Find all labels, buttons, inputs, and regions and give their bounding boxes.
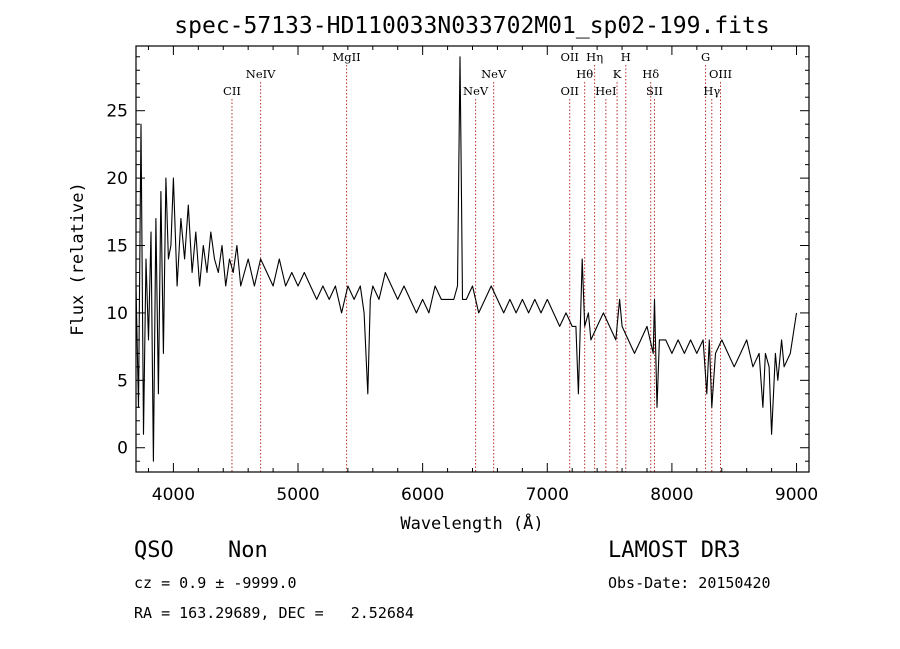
x-axis-label: Wavelength (Å) — [400, 512, 543, 534]
data-release: LAMOST DR3 — [608, 538, 741, 563]
line-marker-label: OII — [560, 84, 579, 98]
spectral-line-markers: CII NeIV MgII NeV NeV OII OII Hθ Hη HeI KH Hδ SII G Hγ… — [223, 50, 732, 472]
y-tick-label: 0 — [117, 439, 128, 459]
spectrum-line — [135, 56, 798, 462]
x-tick-label: 6000 — [401, 485, 444, 505]
line-marker-label: H — [621, 50, 631, 64]
x-axis: 4000 5000 6000 7000 8000 9000 — [147, 46, 818, 505]
y-tick-label: 15 — [106, 237, 128, 257]
line-marker-label: K — [613, 67, 622, 81]
y-tick-label: 10 — [106, 304, 128, 324]
line-marker-label: MgII — [333, 50, 361, 64]
chart-title: spec-57133-HD110033N033702M01_sp02-199.f… — [174, 13, 769, 39]
line-marker-label: NeV — [481, 67, 507, 81]
object-class: QSO — [134, 538, 174, 563]
y-tick-label: 25 — [106, 102, 128, 122]
y-tick-label: 5 — [117, 371, 128, 391]
plot-frame — [135, 45, 810, 473]
line-marker-label: NeV — [463, 84, 489, 98]
line-marker-label: OIII — [709, 67, 732, 81]
line-marker-label: Hη — [586, 50, 603, 64]
y-axis: 0 5 10 15 20 25 — [106, 56, 809, 462]
line-marker-label: Hδ — [642, 67, 659, 81]
x-tick-label: 9000 — [775, 485, 818, 505]
redshift-readout: cz = 0.9 ± -9999.0 — [134, 574, 297, 592]
x-tick-label: 4000 — [152, 485, 195, 505]
observation-date: Obs-Date: 20150420 — [608, 574, 771, 592]
y-tick-label: 20 — [106, 169, 128, 189]
line-marker-label: OII — [560, 50, 579, 64]
y-axis-label: Flux (relative) — [68, 182, 88, 336]
x-tick-label: 7000 — [526, 485, 569, 505]
coordinates-readout: RA = 163.29689, DEC = 2.52684 — [134, 604, 414, 622]
line-marker-label: G — [701, 50, 710, 64]
x-tick-label: 5000 — [276, 485, 319, 505]
line-marker-label: SII — [646, 84, 663, 98]
line-marker-label: Hθ — [576, 67, 593, 81]
line-marker-label: Hγ — [703, 84, 720, 98]
line-marker-label: NeIV — [246, 67, 276, 81]
x-tick-label: 8000 — [650, 485, 693, 505]
line-marker-label: CII — [223, 84, 241, 98]
line-marker-label: HeI — [595, 84, 616, 98]
object-subclass: Non — [228, 538, 268, 563]
